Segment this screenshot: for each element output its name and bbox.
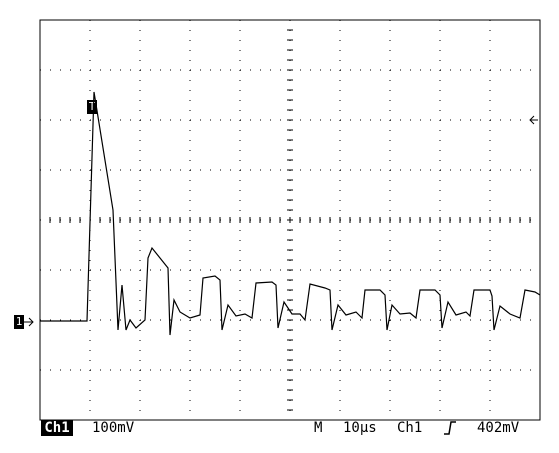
channel-label: Ch1 <box>44 420 69 436</box>
trigger-channel: Ch1 <box>397 420 422 436</box>
channel-badge <box>41 420 73 436</box>
channel-marker-box <box>14 315 24 329</box>
channel-marker: 1 <box>16 315 23 328</box>
waveform <box>40 91 541 336</box>
mode-label: M <box>314 420 322 436</box>
volts-per-div: 100mV <box>92 420 135 436</box>
trigger-slope-icon <box>444 421 456 435</box>
trigger-marker: T <box>89 100 96 113</box>
trigger-level-arrow <box>529 115 538 125</box>
trigger-level: 402mV <box>477 420 520 436</box>
graticule <box>39 19 541 421</box>
trigger-marker-box <box>87 100 97 114</box>
timebase: 10µs <box>343 420 377 436</box>
ground-arrow <box>24 317 34 327</box>
